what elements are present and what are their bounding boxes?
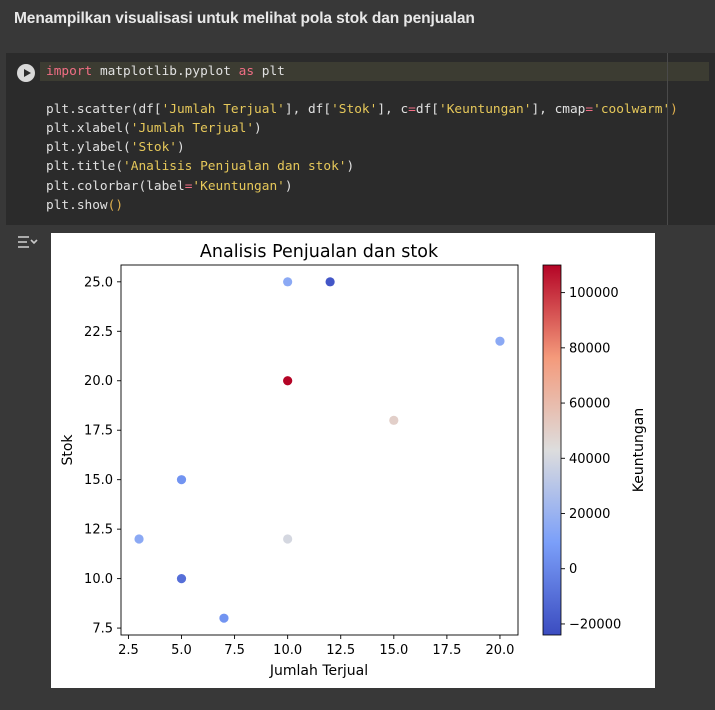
code-token: plt (254, 64, 285, 79)
code-token: ) (176, 140, 185, 156)
code-token: plt.ylabel( (46, 140, 131, 156)
code-line[interactable]: plt.scatter(df['Jumlah Terjual'], df['St… (46, 100, 678, 119)
plot-frame (120, 264, 519, 636)
y-tick-label: 15.0 (84, 473, 113, 488)
x-tick-label: 2.5 (118, 643, 139, 658)
y-tick-label: 25.0 (84, 275, 113, 290)
code-token: 'Stok' (130, 140, 177, 156)
code-line[interactable] (46, 81, 668, 100)
plot-output: Analisis Penjualan dan stok 2.5 5.0 7.5 10.… (51, 233, 655, 688)
code-token: = (184, 178, 193, 194)
code-token: ) (254, 121, 262, 137)
scatter-point (283, 376, 293, 386)
code-cell[interactable]: import matplotlib.pyplot as plt plt.scat… (6, 53, 715, 225)
markdown-heading: Menampilkan visualisasi untuk melihat po… (14, 10, 475, 27)
colorbar-tick-label: 20000 (569, 507, 610, 522)
code-token: () (107, 197, 124, 213)
x-axis-label: Jumlah Terjual (269, 663, 368, 679)
colorbar-tick-label: 0 (569, 562, 577, 577)
scatter-point (495, 336, 505, 346)
output-menu-icon[interactable] (16, 233, 38, 251)
x-tick-label: 15.0 (379, 643, 408, 658)
x-tick-label: 20.0 (485, 643, 514, 658)
colorbar (542, 264, 562, 636)
code-token: ) (346, 159, 355, 175)
x-tick-label: 7.5 (224, 643, 245, 658)
code-line[interactable]: plt.xlabel('Jumlah Terjual') (46, 119, 668, 138)
code-token: ], cmap (531, 102, 586, 118)
code-token: 'Keuntungan' (439, 102, 532, 118)
code-token: plt.xlabel( (46, 121, 131, 137)
y-tick-label: 12.5 (84, 523, 113, 538)
code-line[interactable]: plt.show() (46, 196, 668, 215)
code-token: plt.scatter(df[ (46, 102, 162, 118)
y-tick-label: 7.5 (92, 622, 113, 637)
y-tick-label: 17.5 (84, 424, 113, 439)
scatter-point (325, 277, 335, 287)
run-cell-button[interactable] (17, 64, 35, 82)
code-token: ], df[ (284, 102, 332, 118)
code-line[interactable]: plt.title('Analisis Penjualan dan stok') (46, 157, 668, 176)
colorbar-tick-label: 40000 (569, 452, 610, 467)
scatter-chart: Analisis Penjualan dan stok 2.5 5.0 7.5 10.… (60, 242, 647, 679)
scatter-point (219, 613, 229, 623)
code-token: plt.show (46, 197, 108, 213)
x-tick-label: 10.0 (273, 643, 302, 658)
scatter-point (389, 415, 399, 425)
code-line[interactable]: plt.colorbar(label='Keuntungan') (46, 177, 668, 196)
code-token: 'coolwarm' (593, 102, 671, 118)
code-token: df[ (415, 102, 439, 118)
colorbar-tick-label: −20000 (569, 617, 621, 632)
code-token: 'Keuntungan' (192, 178, 285, 194)
y-axis-label: Stok (60, 434, 76, 466)
x-tick-label: 5.0 (171, 643, 192, 658)
y-tick-label: 10.0 (84, 572, 113, 587)
code-token: = (408, 102, 416, 118)
code-token: 'Jumlah Terjual' (161, 102, 285, 118)
y-tick-label: 22.5 (84, 325, 113, 340)
code-token: as (238, 64, 255, 79)
code-token: 'Stok' (331, 102, 378, 118)
scatter-point (134, 534, 144, 544)
code-token: ) (670, 102, 678, 118)
code-editor[interactable]: import matplotlib.pyplot as plt plt.scat… (40, 62, 709, 215)
code-token: 'Analisis Penjualan dan stok' (123, 159, 347, 175)
scatter-point (283, 534, 293, 544)
code-line[interactable]: plt.ylabel('Stok') (46, 138, 668, 157)
colorbar-tick-label: 80000 (569, 341, 610, 356)
code-token: = (585, 102, 594, 118)
code-token: 'Jumlah Terjual' (130, 121, 255, 137)
chart-title: Analisis Penjualan dan stok (200, 242, 439, 262)
code-token: import (46, 64, 93, 79)
colorbar-tick-label: 60000 (569, 397, 610, 412)
editor-divider (667, 53, 668, 225)
scatter-point (176, 475, 187, 485)
colorbar-label: Keuntungan (631, 408, 647, 492)
code-line[interactable]: import matplotlib.pyplot as plt (40, 62, 709, 82)
x-tick-label: 12.5 (326, 643, 355, 658)
code-token: plt.title( (46, 159, 124, 175)
scatter-point (283, 277, 293, 287)
y-tick-label: 20.0 (84, 374, 113, 389)
code-token: matplotlib.pyplot (92, 64, 239, 79)
code-token: ) (284, 178, 293, 194)
x-tick-label: 17.5 (432, 643, 461, 658)
code-token: plt.colorbar(label (46, 178, 185, 194)
code-token: ], c (377, 102, 409, 118)
scatter-point (176, 574, 187, 584)
colorbar-tick-label: 100000 (569, 286, 619, 301)
